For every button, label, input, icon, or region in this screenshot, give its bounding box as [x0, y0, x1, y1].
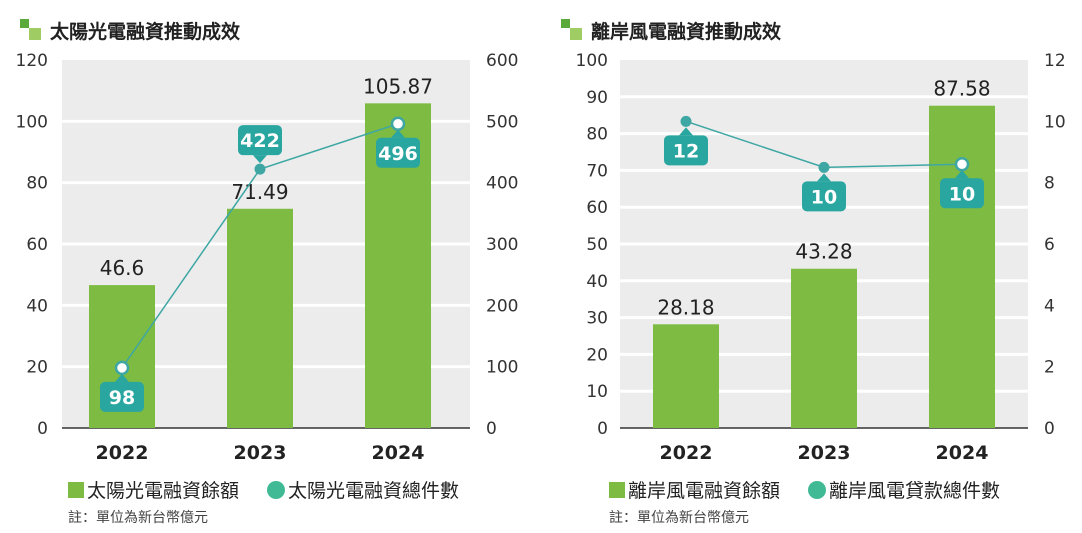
y-left-tick-label: 100	[16, 112, 48, 132]
callout-box	[238, 125, 282, 156]
line-point	[254, 163, 266, 175]
callout-pointer	[115, 373, 129, 382]
y-left-tick-label: 40	[586, 272, 608, 292]
unit-note: 註：單位為新台幣億元	[68, 510, 208, 526]
callout-pointer	[391, 129, 405, 138]
line-point	[818, 161, 830, 173]
line-value-label: 496	[378, 143, 418, 165]
y-left-tick-label: 70	[586, 161, 608, 181]
callout-box	[940, 178, 984, 209]
x-category-label: 2023	[234, 442, 287, 464]
callout-pointer	[679, 127, 693, 136]
chart-title: 太陽光電融資推動成效	[20, 16, 240, 44]
line-value-label: 98	[109, 387, 135, 409]
line-value-label: 10	[949, 183, 975, 205]
chart-title: 離岸風電融資推動成效	[561, 16, 781, 44]
chart-plot-solar: 0 20 40 60 80 100 120 0 100 200 300 400 500 600 46.6 20…	[16, 51, 519, 464]
y-left-tick-label: 120	[16, 51, 48, 71]
y-left-tick-label: 80	[586, 125, 608, 145]
y-left-tick-label: 80	[26, 174, 48, 194]
bar	[653, 324, 719, 428]
callout-pointer	[253, 155, 267, 164]
chart-title-text: 離岸風電融資推動成效	[591, 20, 782, 43]
y-left-tick-label: 30	[586, 309, 608, 329]
y-right-tick-label: 0	[486, 419, 497, 439]
line-point	[114, 360, 130, 376]
legend: 太陽光電融資餘額 太陽光電融資總件數	[68, 476, 459, 503]
y-right-tick-label: 8	[1044, 174, 1055, 194]
x-category-label: 2022	[660, 442, 713, 464]
y-left-tick-label: 0	[597, 419, 608, 439]
y-left-tick-label: 60	[586, 198, 608, 218]
bar	[791, 268, 857, 428]
y-right-tick-label: 100	[486, 358, 518, 378]
y-left-tick-label: 90	[586, 88, 608, 108]
legend-line-marker	[808, 480, 827, 499]
bar-value-label: 43.28	[795, 240, 852, 264]
bar-value-label: 28.18	[657, 295, 714, 319]
y-right-tick-label: 2	[1044, 358, 1055, 378]
chart-panel-offshore-wind: 離岸風電融資推動成效 0 10 20 30 40 50 60 70 80 90 100 0 2 4 6 8 10…	[541, 0, 1082, 533]
line-point	[680, 115, 692, 127]
y-right-tick-label: 400	[486, 174, 518, 194]
y-left-tick-label: 0	[37, 419, 48, 439]
line-value-label: 12	[673, 140, 699, 162]
y-left-tick-label: 50	[586, 235, 608, 255]
chart-title-text: 太陽光電融資推動成效	[50, 20, 241, 43]
y-left-tick-label: 100	[576, 51, 608, 71]
y-right-tick-label: 6	[1044, 235, 1055, 255]
y-right-tick-label: 200	[486, 296, 518, 316]
y-left-tick-label: 60	[26, 235, 48, 255]
legend-bar-label: 太陽光電融資餘額	[87, 480, 240, 502]
unit-note: 註：單位為新台幣億元	[609, 510, 749, 526]
chart-plot-offshore-wind: 0 10 20 30 40 50 60 70 80 90 100 0 2 4 6 8 10 12 28.18 2022…	[576, 51, 1066, 464]
y-right-tick-label: 0	[1044, 419, 1055, 439]
callout-box	[664, 135, 708, 166]
y-left-tick-label: 40	[26, 296, 48, 316]
bar	[227, 208, 293, 428]
y-left-tick-label: 10	[586, 382, 608, 402]
x-category-label: 2024	[372, 442, 425, 464]
legend-line-label: 離岸風電貸款總件數	[829, 480, 1001, 502]
y-right-tick-label: 300	[486, 235, 518, 255]
y-left-tick-label: 20	[26, 358, 48, 378]
bar-value-label: 105.87	[363, 74, 433, 98]
y-right-tick-label: 4	[1044, 296, 1055, 316]
bar	[929, 105, 995, 428]
chart-panel-solar: 太陽光電融資推動成效 0 20 40 60 80 100 120 0 100 200 300 400 5…	[16, 16, 519, 526]
callout-box	[802, 181, 846, 212]
legend-line-label: 太陽光電融資總件數	[288, 480, 460, 502]
y-right-tick-label: 600	[486, 51, 518, 71]
x-category-label: 2024	[936, 442, 989, 464]
legend-bar-swatch	[68, 481, 84, 498]
y-left-tick-label: 20	[586, 345, 608, 365]
line-point	[954, 157, 970, 172]
x-category-label: 2022	[96, 442, 149, 464]
line-value-label: 10	[811, 186, 837, 208]
title-marker-icon	[20, 19, 46, 41]
y-right-tick-label: 12	[1044, 51, 1066, 71]
title-marker-icon	[561, 19, 587, 41]
callout-pointer	[955, 170, 969, 179]
legend-bar-swatch	[609, 481, 625, 498]
y-right-tick-label: 500	[486, 112, 518, 132]
bar-value-label: 87.58	[933, 77, 990, 101]
legend-line-marker	[267, 480, 286, 499]
line-point	[390, 116, 406, 132]
y-right-tick-label: 10	[1044, 112, 1066, 132]
legend: 離岸風電融資餘額 離岸風電貸款總件數	[609, 476, 1000, 503]
bar-value-label: 46.6	[100, 256, 145, 280]
legend-bar-label: 離岸風電融資餘額	[628, 480, 781, 502]
x-category-label: 2023	[798, 442, 851, 464]
callout-box	[100, 381, 144, 412]
bar-value-label: 71.49	[231, 180, 288, 204]
callout-pointer	[817, 173, 831, 182]
callout-box	[376, 137, 420, 168]
line-value-label: 422	[240, 130, 280, 152]
